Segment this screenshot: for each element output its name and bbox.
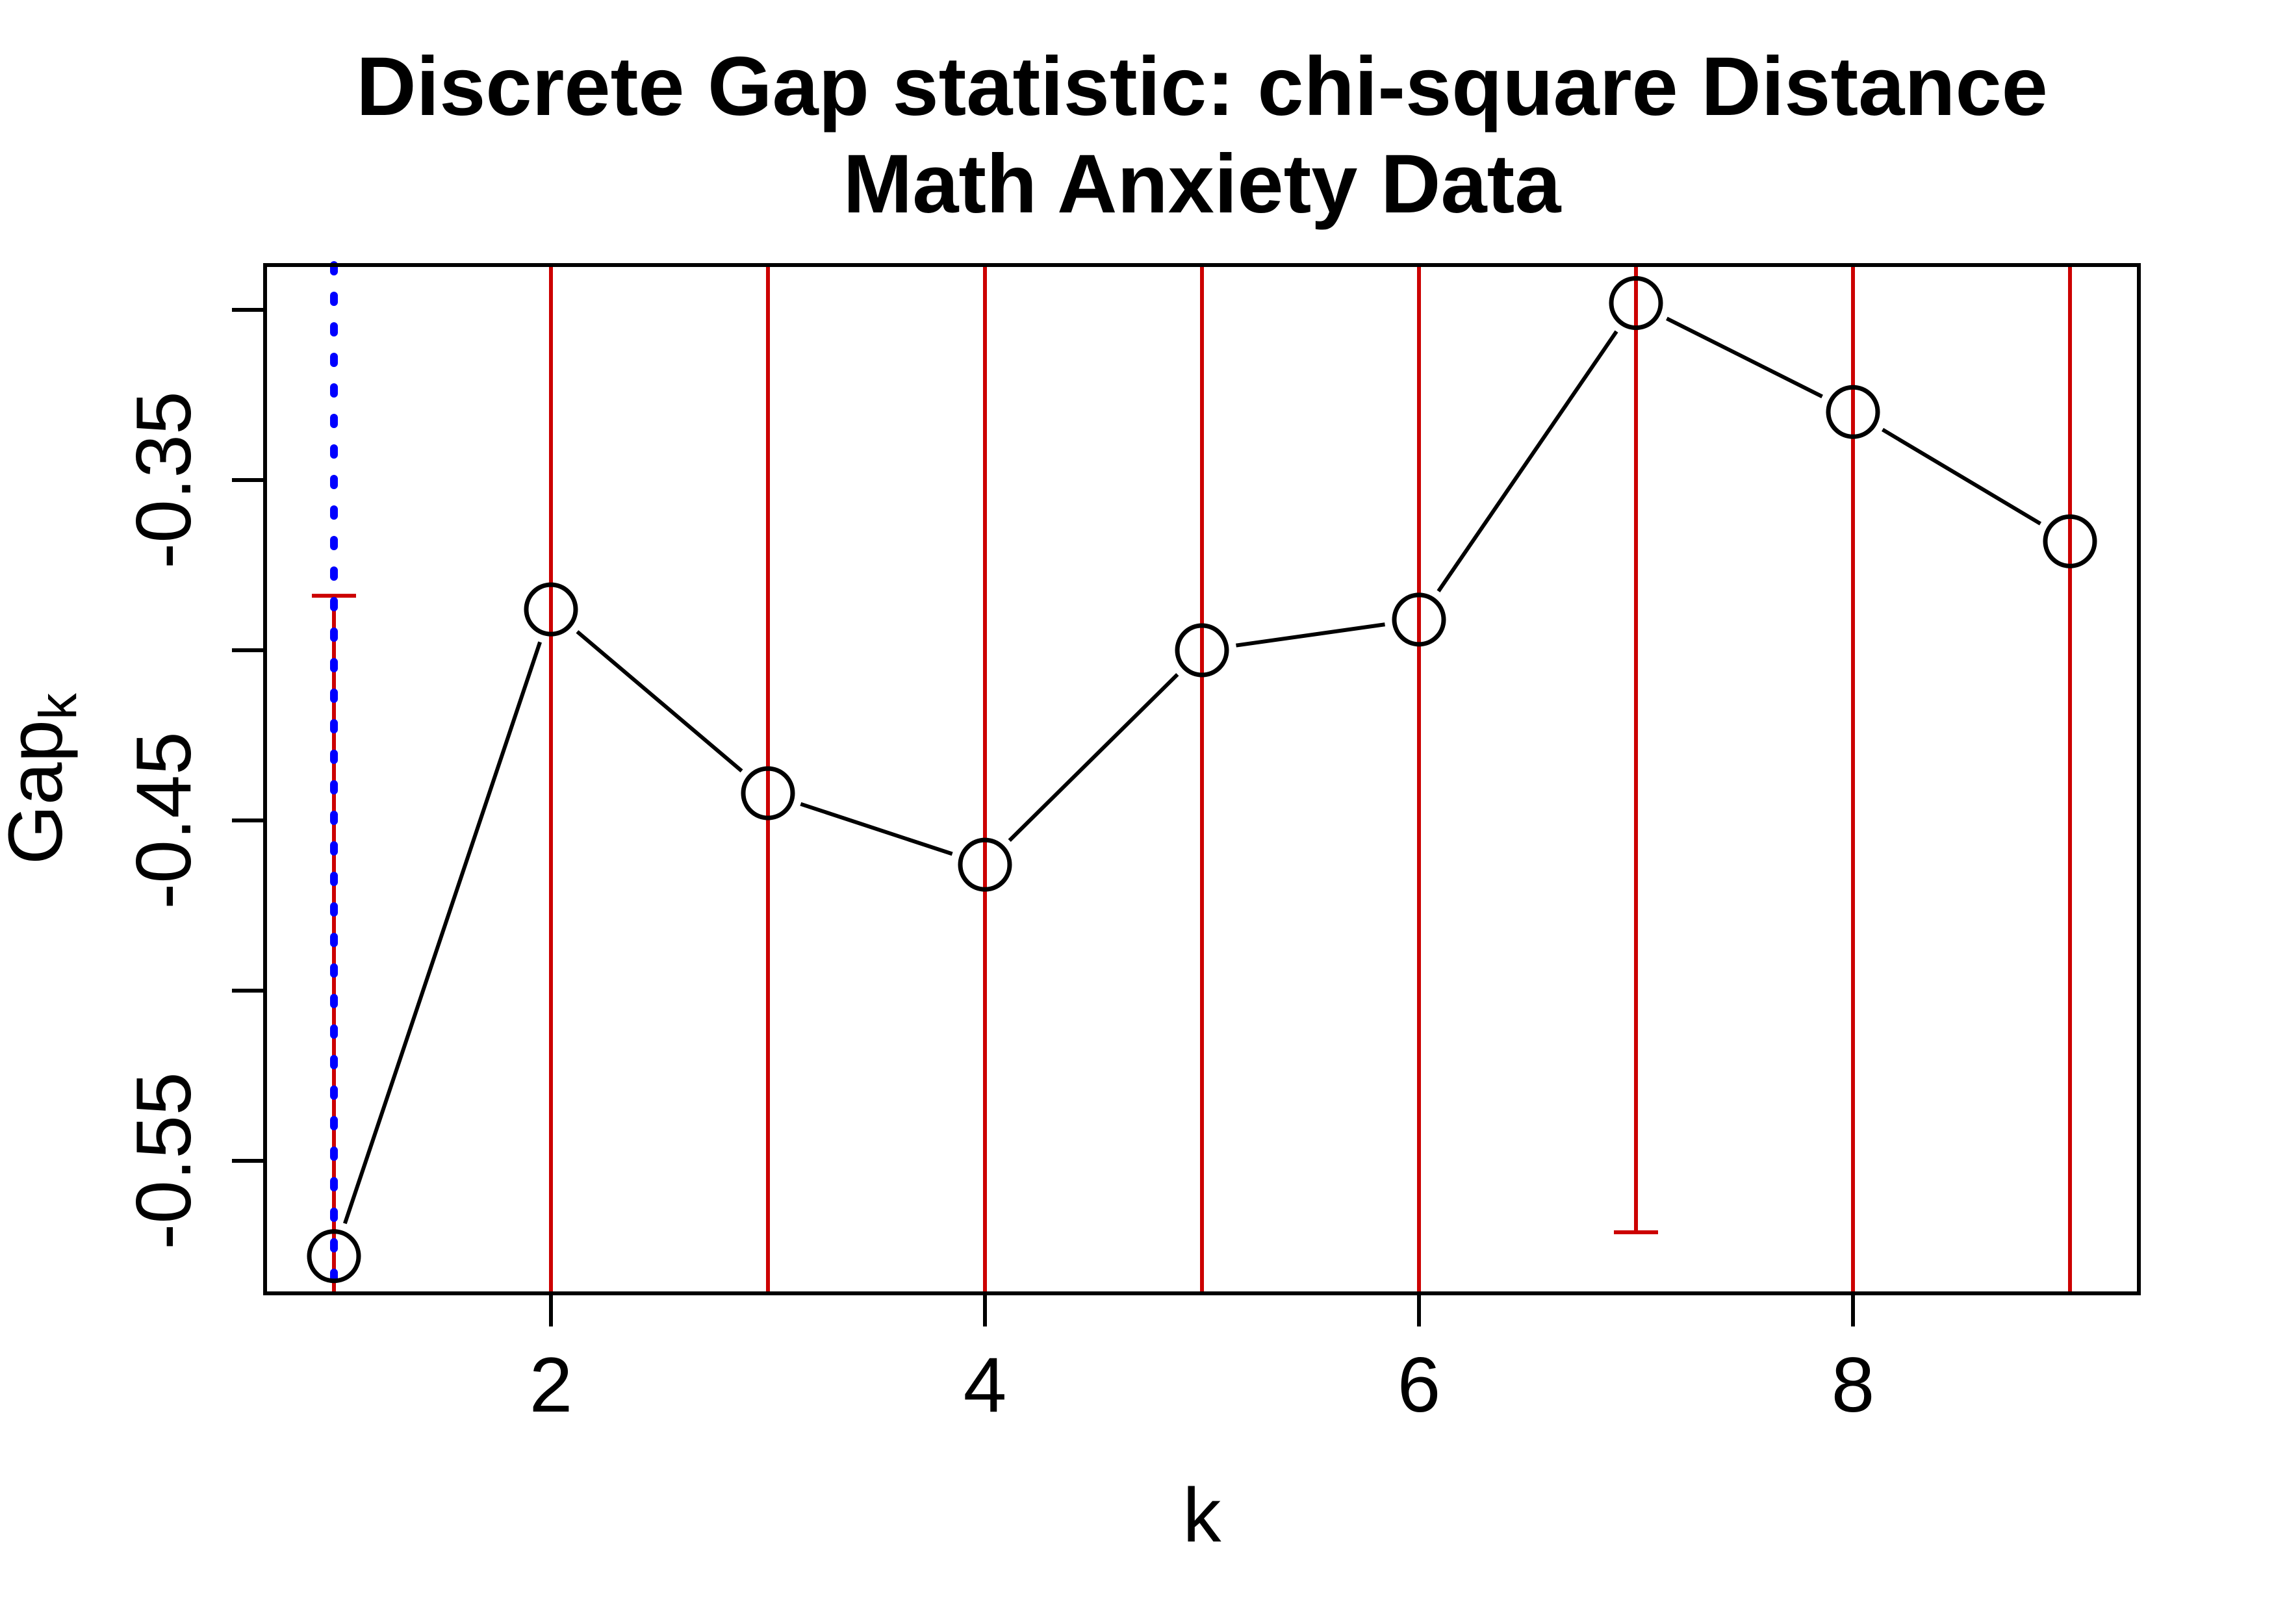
x-axis-label: k xyxy=(1183,1473,1222,1558)
series-segment-4 xyxy=(1008,673,1179,842)
error-bars-layer xyxy=(312,265,2072,1293)
y-tick-label--0.35: -0.35 xyxy=(120,391,207,569)
x-tick-label-2: 2 xyxy=(530,1341,573,1428)
data-point-k6 xyxy=(1392,592,1446,647)
plot-area-border xyxy=(263,263,2141,1295)
x-tick-label-8: 8 xyxy=(1832,1341,1875,1428)
x-tick-label-6: 6 xyxy=(1398,1341,1441,1428)
data-point-k5 xyxy=(1175,623,1229,678)
data-point-k7 xyxy=(1609,276,1663,331)
x-tick-label-4: 4 xyxy=(964,1341,1007,1428)
chart-title-line1: Discrete Gap statistic: chi-square Dista… xyxy=(356,40,2048,133)
axes-ticks-layer: 2 4 6 8 -0.35 -0.45 -0.55 xyxy=(120,308,1875,1428)
data-point-k2 xyxy=(524,582,578,637)
chart-title-line2: Math Anxiety Data xyxy=(843,138,1562,231)
series-segment-8 xyxy=(1881,427,2042,526)
series-segment-2 xyxy=(576,630,743,773)
data-point-k9 xyxy=(2043,514,2097,568)
y-tick-label--0.55: -0.55 xyxy=(120,1072,207,1250)
series-segment-3 xyxy=(800,802,953,856)
series-segment-5 xyxy=(1236,622,1385,648)
y-axis-label: Gapk xyxy=(0,692,88,865)
y-tick-label--0.45: -0.45 xyxy=(120,731,207,909)
data-point-k4 xyxy=(958,837,1012,892)
series-segment-7 xyxy=(1666,316,1823,399)
data-point-k8 xyxy=(1826,385,1880,439)
data-point-k1 xyxy=(307,1229,361,1284)
data-point-k3 xyxy=(741,766,795,820)
series-line-layer xyxy=(343,316,2042,1224)
series-segment-6 xyxy=(1437,330,1618,592)
data-points-layer xyxy=(307,276,2097,1284)
series-segment-1 xyxy=(343,641,542,1224)
